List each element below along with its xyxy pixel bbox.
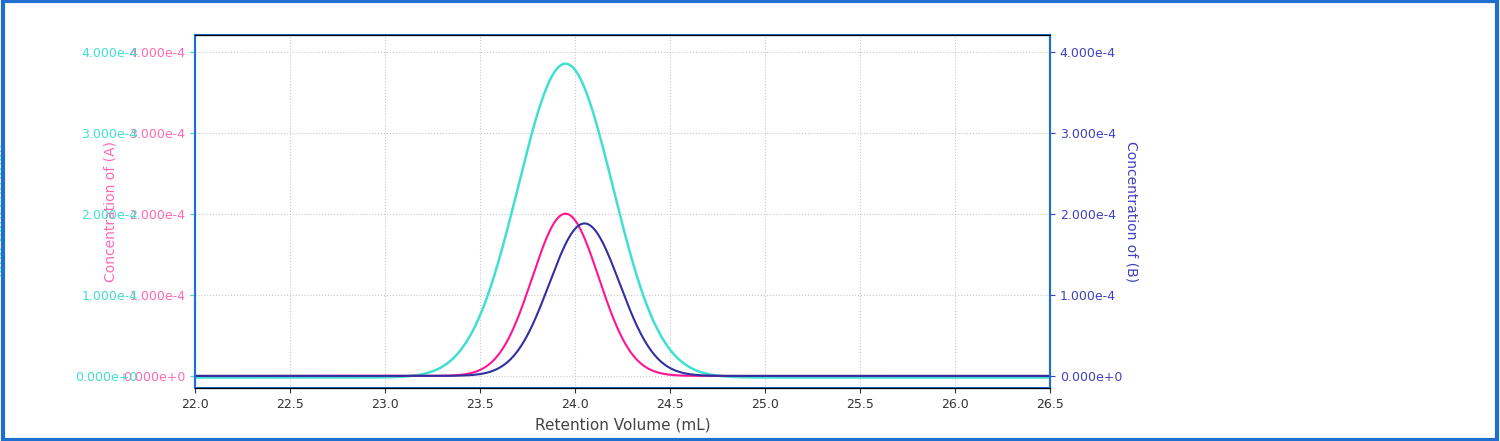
Y-axis label: Total Concentration: Total Concentration bbox=[0, 144, 6, 279]
Y-axis label: Concentration of (B): Concentration of (B) bbox=[1125, 141, 1138, 282]
Y-axis label: Concentration of (A): Concentration of (A) bbox=[104, 141, 117, 282]
X-axis label: Retention Volume (mL): Retention Volume (mL) bbox=[534, 418, 711, 433]
